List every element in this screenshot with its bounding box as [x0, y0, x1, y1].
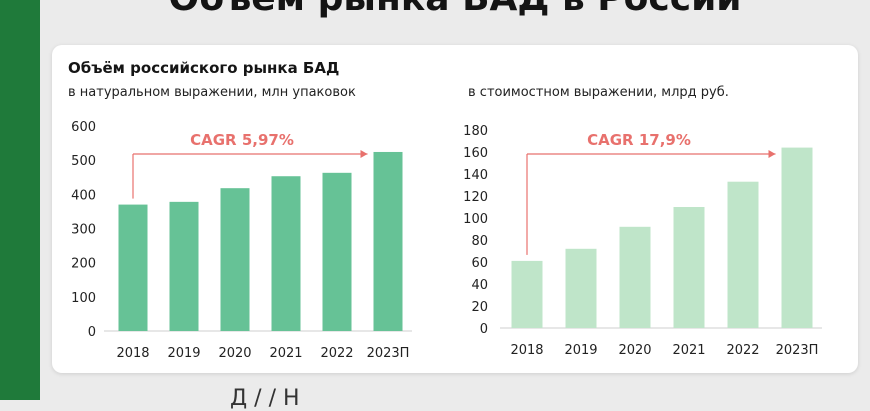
left-y-tick-label: 500: [71, 154, 96, 169]
right-y-tick-label: 140: [463, 168, 488, 183]
right-cagr-arrow-head: [768, 150, 776, 158]
right-bar: [727, 181, 759, 328]
right-y-tick-label: 120: [463, 190, 488, 205]
right-x-tick-label: 2018: [510, 343, 543, 358]
left-chart-subtitle: в натуральном выражении, млн упаковок: [68, 85, 356, 100]
right-x-tick-label: 2020: [618, 343, 651, 358]
green-side-bar: [0, 0, 40, 400]
right-bar-chart: 0 20 40 60 80 100 120 140 160 180 2018 2019 2020 2021…: [463, 124, 822, 358]
bottom-text: Д / / Н: [230, 386, 300, 411]
left-bar: [373, 151, 403, 331]
chart-card: Объём российского рынка БАД в натурально…: [52, 45, 858, 373]
left-x-tick-label: 2022: [320, 346, 353, 361]
right-y-tick-label: 0: [480, 322, 488, 337]
right-y-tick-label: 20: [471, 300, 488, 315]
left-x-tick-label: 2020: [218, 346, 251, 361]
left-bar: [220, 188, 250, 331]
right-y-tick-label: 40: [471, 278, 488, 293]
left-bar: [118, 204, 148, 331]
right-bar: [781, 147, 813, 328]
left-bar: [169, 201, 199, 331]
right-bar: [565, 248, 597, 328]
card-title: Объём российского рынка БАД: [68, 59, 340, 77]
left-cagr-label: CAGR 5,97%: [190, 131, 294, 149]
right-y-tick-label: 60: [471, 256, 488, 271]
left-bar: [271, 176, 301, 331]
right-bar: [673, 207, 705, 328]
left-y-tick-label: 400: [71, 188, 96, 203]
left-y-tick-label: 0: [88, 325, 96, 340]
left-x-tick-label: 2021: [269, 346, 302, 361]
left-bar-chart: 0 100 200 300 400 500 600 2018 2019 2020 2021 2022 2…: [71, 120, 412, 361]
right-y-tick-label: 100: [463, 212, 488, 227]
left-x-tick-label: 2019: [167, 346, 200, 361]
left-y-tick-label: 300: [71, 223, 96, 238]
left-y-tick-label: 600: [71, 120, 96, 135]
right-y-tick-label: 80: [471, 234, 488, 249]
right-x-tick-label: 2023П: [776, 343, 819, 358]
left-cagr-arrow-head: [360, 150, 368, 158]
right-chart-subtitle: в стоимостном выражении, млрд руб.: [468, 85, 729, 100]
right-bar: [619, 226, 651, 328]
left-x-tick-label: 2023П: [367, 346, 410, 361]
right-y-tick-label: 160: [463, 146, 488, 161]
right-bar: [511, 260, 543, 328]
left-x-tick-label: 2018: [116, 346, 149, 361]
left-y-tick-label: 100: [71, 291, 96, 306]
left-y-tick-label: 200: [71, 257, 96, 272]
page-title: Объем рынка БАД в России: [40, 0, 870, 19]
right-cagr-label: CAGR 17,9%: [587, 131, 691, 149]
right-y-tick-label: 180: [463, 124, 488, 139]
left-bar: [322, 172, 352, 331]
right-x-tick-label: 2019: [564, 343, 597, 358]
right-x-tick-label: 2022: [726, 343, 759, 358]
right-x-tick-label: 2021: [672, 343, 705, 358]
